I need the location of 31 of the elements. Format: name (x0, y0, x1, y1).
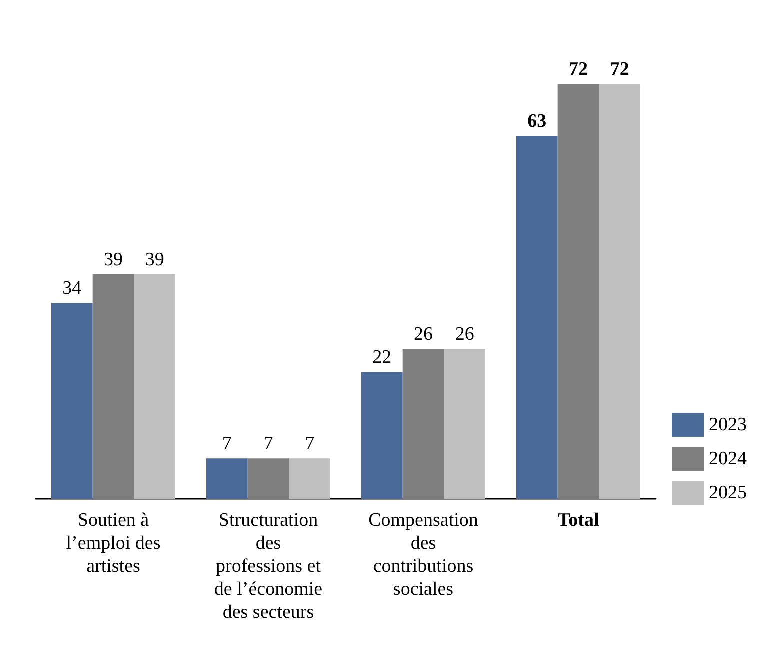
bar (444, 349, 486, 499)
bar (599, 84, 640, 499)
data-label: 22 (372, 347, 392, 368)
x-tick-label: Structuration des professions et de l’économie des secteurs (214, 510, 323, 623)
data-label: 39 (145, 249, 164, 270)
bar (402, 349, 444, 499)
x-tick-label: Soutien à l’emploi des artistes (66, 510, 161, 577)
data-label: 39 (104, 249, 123, 270)
data-label: 63 (528, 110, 547, 132)
bar (134, 274, 176, 499)
bar (52, 303, 93, 499)
data-label: 7 (222, 434, 232, 455)
data-label: 7 (305, 434, 315, 455)
legend-label: 2023 (709, 414, 747, 436)
data-label: 72 (569, 59, 588, 80)
data-label: 26 (414, 324, 433, 346)
data-label: 34 (62, 278, 82, 300)
data-label: 26 (455, 324, 474, 346)
legend-label: 2024 (709, 448, 748, 470)
data-label: 7 (264, 434, 274, 455)
x-tick-label: Total (558, 510, 600, 531)
bar (289, 458, 330, 499)
bar (92, 274, 134, 499)
legend-label: 2025 (709, 482, 747, 504)
x-tick-label: Compensation des contributions sociales (368, 510, 479, 600)
bar (248, 458, 290, 499)
data-label: 72 (610, 59, 630, 80)
bar (516, 136, 558, 499)
bar (362, 372, 403, 499)
bar (558, 84, 600, 499)
bar (206, 458, 248, 499)
